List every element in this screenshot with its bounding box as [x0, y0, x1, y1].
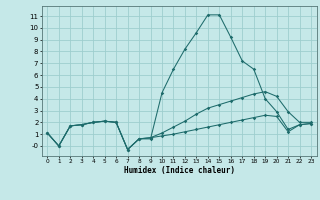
X-axis label: Humidex (Indice chaleur): Humidex (Indice chaleur) — [124, 166, 235, 175]
